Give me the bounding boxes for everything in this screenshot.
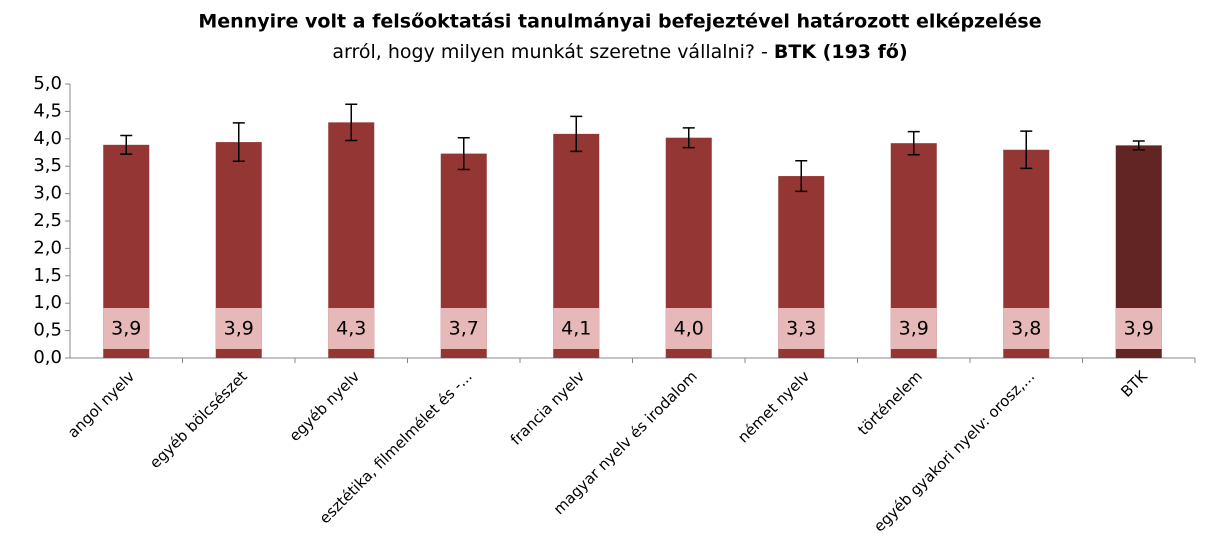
y-tick-label: 2,5 bbox=[33, 210, 62, 231]
error-bar bbox=[120, 134, 133, 155]
chart-title: Mennyire volt a felsőoktatási tanulmánya… bbox=[198, 11, 1041, 33]
value-label: 4,3 bbox=[336, 318, 366, 340]
value-label: 3,9 bbox=[1124, 318, 1154, 340]
label-box bbox=[1115, 308, 1162, 349]
x-tick-label: történelem bbox=[854, 367, 925, 438]
error-bar bbox=[570, 115, 583, 153]
value-label: 4,1 bbox=[561, 318, 591, 340]
label-box bbox=[1003, 308, 1050, 349]
y-tick-label: 3,5 bbox=[33, 155, 62, 176]
y-tick-label: 4,5 bbox=[33, 100, 62, 121]
error-bar bbox=[457, 136, 470, 171]
value-label: 3,8 bbox=[1011, 318, 1041, 340]
x-tick-label: német nyelv bbox=[734, 367, 813, 446]
label-box bbox=[215, 308, 262, 349]
y-tick-label: 1,5 bbox=[33, 265, 62, 286]
label-box bbox=[890, 308, 937, 349]
error-bar bbox=[1020, 130, 1033, 170]
error-bar bbox=[795, 159, 808, 193]
y-tick-label: 4,0 bbox=[33, 128, 62, 149]
title-part: arról, hogy milyen munkát szeretne válla… bbox=[332, 41, 768, 63]
y-tick-label: 0,0 bbox=[33, 347, 62, 368]
y-tick-label: 5,0 bbox=[33, 73, 62, 94]
value-label: 4,0 bbox=[674, 318, 704, 340]
error-bar bbox=[1132, 140, 1145, 151]
y-tick-label: 3,0 bbox=[33, 183, 62, 204]
value-label: 3,9 bbox=[224, 318, 254, 340]
label-box bbox=[103, 308, 150, 349]
error-bar bbox=[682, 127, 695, 149]
value-label: 3,9 bbox=[899, 318, 929, 340]
value-label: 3,7 bbox=[449, 318, 479, 340]
x-tick-label: BTK bbox=[1117, 366, 1151, 400]
y-tick-label: 1,0 bbox=[33, 292, 62, 313]
label-box bbox=[328, 308, 375, 349]
y-tick-label: 0,5 bbox=[33, 320, 62, 341]
x-tick-label: angol nyelv bbox=[64, 367, 138, 441]
error-bar bbox=[907, 130, 920, 156]
x-tick-label: egyéb nyelv bbox=[286, 367, 364, 445]
label-box bbox=[665, 308, 712, 349]
title-part: BTK (193 fő) bbox=[774, 41, 908, 63]
error-bar bbox=[345, 103, 358, 142]
label-box bbox=[440, 308, 487, 349]
label-box bbox=[553, 308, 600, 349]
error-bar bbox=[232, 122, 245, 163]
value-label: 3,3 bbox=[786, 318, 816, 340]
value-label: 3,9 bbox=[111, 318, 141, 340]
x-tick-label: francia nyelv bbox=[507, 367, 589, 449]
x-tick-label: egyéb bölcsészet bbox=[146, 367, 251, 472]
chart-title: arról, hogy milyen munkát szeretne válla… bbox=[332, 41, 907, 63]
y-tick-label: 2,0 bbox=[33, 237, 62, 258]
label-box bbox=[778, 308, 825, 349]
